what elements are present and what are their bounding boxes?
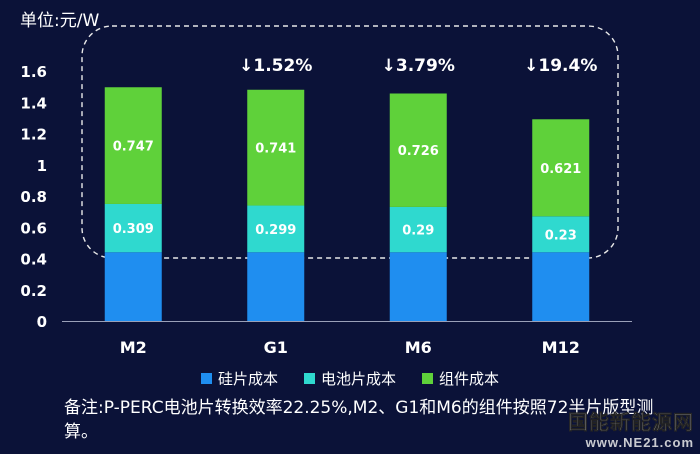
bar-segment-m6-0 xyxy=(389,252,447,321)
y-tick-label: 0.6 xyxy=(20,219,47,237)
data-label: 0.747 xyxy=(113,140,154,155)
legend-swatch-module xyxy=(422,373,433,384)
legend-item-cell: 电池片成本 xyxy=(303,368,396,389)
y-tick-label: 1 xyxy=(37,157,47,175)
legend-item-silicon: 硅片成本 xyxy=(200,368,278,389)
legend-label-cell: 电池片成本 xyxy=(320,370,396,388)
bar-segment-g1-2 xyxy=(247,89,305,206)
stacked-bar-chart: 0 0.2 0.4 0.6 0.8 1 1.2 1.4 1.6 0.309 0.747 M2 0.299… xyxy=(20,25,632,357)
legend-swatch-cell xyxy=(303,373,315,384)
legend-label-module: 组件成本 xyxy=(439,370,500,388)
watermark-text: 国能新能源网 xyxy=(568,412,694,435)
y-tick-label: 0.2 xyxy=(20,282,47,300)
legend-item-module: 组件成本 xyxy=(422,368,499,389)
legend-label-silicon: 硅片成本 xyxy=(217,370,278,388)
bar-segment-g1-1 xyxy=(247,205,305,253)
y-tick-label: 1.4 xyxy=(20,94,47,112)
watermark-url: www.NE21.com xyxy=(585,435,694,450)
reduction-annotation: ↓3.79% xyxy=(382,56,455,76)
bar-segment-m2-0 xyxy=(104,252,162,321)
bar-segment-m2-2 xyxy=(104,87,162,204)
x-tick-label: M2 xyxy=(120,338,147,357)
bar-segment-m2-1 xyxy=(104,203,162,253)
bar-segment-g1-0 xyxy=(247,252,305,321)
data-label: 0.726 xyxy=(398,144,439,159)
y-tick-label: 1.2 xyxy=(20,126,47,144)
x-tick-label: M12 xyxy=(542,338,580,357)
bar-segment-m6-1 xyxy=(389,206,447,253)
legend: 硅片成本 电池片成本 组件成本 xyxy=(0,368,700,389)
y-tick-label: 0.8 xyxy=(20,188,47,206)
dashed-highlight-box xyxy=(81,25,619,259)
data-label: 0.23 xyxy=(545,228,577,243)
data-label: 0.741 xyxy=(255,142,296,157)
x-tick-label: G1 xyxy=(264,338,288,357)
data-label: 0.29 xyxy=(402,224,434,239)
bar-segment-m12-0 xyxy=(532,252,590,321)
bar-segment-m12-2 xyxy=(532,119,590,217)
data-label: 0.309 xyxy=(113,222,154,237)
y-tick-label: 0.4 xyxy=(20,251,47,269)
data-label: 0.621 xyxy=(540,162,581,177)
data-label: 0.299 xyxy=(255,223,296,238)
legend-swatch-silicon xyxy=(200,373,212,384)
y-tick-label: 0 xyxy=(37,313,47,331)
reduction-annotation: ↓1.52% xyxy=(239,56,312,76)
unit-label: 单位:元/W xyxy=(20,11,100,31)
watermark: 国能新能源网 www.NE21.com xyxy=(568,406,694,450)
bar-segment-m12-1 xyxy=(532,216,590,253)
y-tick-label: 1.6 xyxy=(20,63,47,81)
bar-segment-m6-2 xyxy=(389,93,447,207)
reduction-annotation: ↓19.4% xyxy=(524,56,597,76)
footnote: 备注:P-PERC电池片转换效率22.25%,M2、G1和M6的组件按照72半片… xyxy=(64,398,654,442)
x-tick-label: M6 xyxy=(405,338,432,357)
